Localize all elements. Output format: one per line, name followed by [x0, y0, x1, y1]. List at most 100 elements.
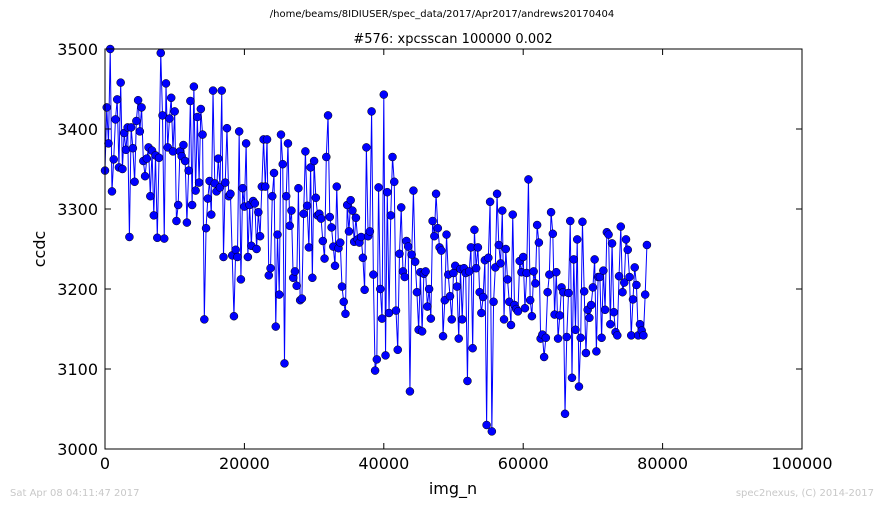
data-point [269, 168, 279, 178]
data-point [316, 214, 326, 223]
data-point [107, 187, 117, 196]
data-point [437, 246, 446, 255]
data-point [620, 278, 629, 287]
data-point [308, 273, 317, 283]
data-point [506, 320, 516, 330]
data-point [586, 300, 596, 310]
data-point [606, 319, 615, 329]
data-point [539, 352, 549, 362]
data-point [395, 249, 404, 259]
data-point [332, 182, 341, 191]
data-point [562, 332, 572, 342]
data-point [640, 290, 650, 299]
data-point [255, 231, 265, 241]
data-point [564, 288, 573, 298]
data-point [320, 254, 329, 263]
data-point [579, 287, 589, 296]
data-point [630, 263, 639, 272]
data-point [625, 272, 634, 282]
data-point [412, 287, 422, 297]
data-point [184, 166, 193, 175]
data-point [220, 178, 230, 187]
data-point [585, 313, 594, 323]
data-point [337, 282, 347, 291]
data-point [241, 139, 251, 148]
data-point [226, 189, 235, 199]
data-point [268, 191, 277, 201]
data-point [496, 259, 505, 268]
data-point [179, 140, 188, 150]
data-point [191, 186, 200, 195]
data-point [541, 333, 551, 343]
data-point [281, 191, 291, 201]
data-point [438, 331, 448, 341]
data-point [477, 308, 486, 318]
data-point [452, 282, 462, 291]
data-point [133, 95, 143, 105]
data-point [529, 267, 538, 276]
data-point [407, 250, 416, 259]
plot-frame [104, 48, 803, 450]
data-point [548, 229, 558, 239]
footer-credit: spec2nexus, (C) 2014-2017 [735, 488, 874, 499]
data-point [166, 93, 176, 103]
data-point [196, 104, 206, 114]
data-point [238, 183, 247, 193]
data-point [381, 351, 390, 360]
data-point [567, 373, 577, 383]
data-point [369, 270, 378, 279]
data-point [250, 199, 260, 208]
data-point [642, 240, 652, 250]
data-point [492, 189, 502, 199]
data-point [581, 348, 591, 358]
data-point [287, 206, 296, 215]
x-tick-label: 100000 [771, 454, 832, 473]
data-point [421, 267, 430, 276]
x-tick-label: 60000 [498, 454, 549, 473]
data-point [522, 268, 531, 278]
data-point [431, 189, 441, 199]
data-point [290, 267, 300, 276]
data-point [180, 156, 190, 166]
data-point [604, 230, 613, 239]
data-point [130, 177, 139, 187]
data-point [193, 112, 202, 122]
data-point [454, 334, 463, 343]
data-point [376, 284, 385, 294]
y-tick-label: 3500 [57, 40, 98, 59]
data-point [543, 287, 552, 297]
data-point [283, 139, 293, 148]
data-point [383, 187, 392, 197]
x-tick-label: 80000 [637, 454, 688, 473]
data-point [299, 209, 308, 219]
data-point [607, 239, 617, 248]
data-point [613, 331, 622, 340]
data-point [273, 230, 282, 239]
data-point [325, 212, 335, 222]
y-tick-label: 3400 [57, 120, 98, 139]
data-point [388, 152, 397, 162]
data-point [341, 309, 350, 319]
data-point [217, 86, 226, 95]
data-point [503, 275, 512, 284]
data-point [482, 420, 491, 430]
data-point [393, 345, 402, 355]
data-point [365, 227, 375, 236]
data-point [470, 225, 479, 235]
data-point [531, 279, 540, 288]
data-point [396, 203, 406, 212]
data-point [252, 244, 261, 254]
data-point [149, 211, 159, 220]
data-point [372, 355, 382, 364]
data-point [367, 107, 376, 116]
data-point [208, 86, 218, 95]
data-point [137, 103, 146, 112]
data-point [618, 287, 627, 297]
data-point [219, 252, 228, 262]
data-point [301, 147, 310, 156]
data-point [280, 359, 289, 368]
data-point [266, 263, 275, 273]
data-point [386, 211, 396, 220]
data-point [170, 107, 179, 116]
